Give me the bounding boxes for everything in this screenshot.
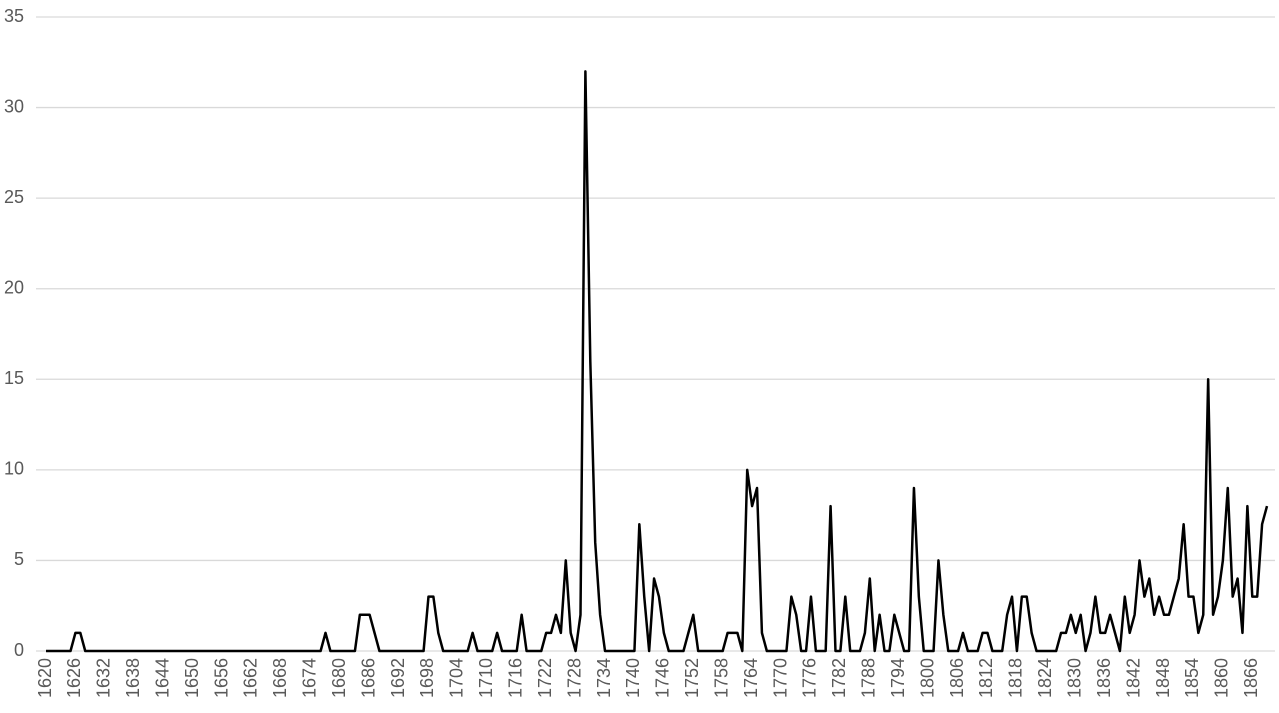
x-tick-label: 1686 — [358, 658, 378, 698]
x-tick-label: 1776 — [800, 658, 820, 698]
x-tick-label: 1680 — [329, 658, 349, 698]
x-tick-label: 1674 — [300, 658, 320, 698]
x-tick-label: 1788 — [859, 658, 879, 698]
x-tick-label: 1704 — [447, 658, 467, 698]
y-tick-label: 0 — [14, 640, 24, 660]
data-line — [46, 70, 1269, 653]
x-tick-label: 1806 — [947, 658, 967, 698]
x-tick-label: 1698 — [417, 658, 437, 698]
x-tick-label: 1740 — [623, 658, 643, 698]
x-tick-label: 1782 — [829, 658, 849, 698]
x-tick-label: 1800 — [917, 658, 937, 698]
x-tick-label: 1758 — [711, 658, 731, 698]
x-tick-label: 1842 — [1123, 658, 1143, 698]
x-tick-label: 1770 — [770, 658, 790, 698]
x-tick-label: 1638 — [123, 658, 143, 698]
y-tick-label: 35 — [4, 6, 24, 26]
x-tick-label: 1692 — [388, 658, 408, 698]
y-tick-label: 20 — [4, 277, 24, 297]
x-tick-label: 1656 — [211, 658, 231, 698]
x-tick-label: 1794 — [888, 658, 908, 698]
x-tick-label: 1866 — [1241, 658, 1261, 698]
x-tick-label: 1818 — [1006, 658, 1026, 698]
x-tick-label: 1722 — [535, 658, 555, 698]
x-tick-label: 1812 — [976, 658, 996, 698]
x-tick-label: 1848 — [1153, 658, 1173, 698]
y-tick-label: 30 — [4, 96, 24, 116]
x-tick-label: 1746 — [653, 658, 673, 698]
x-tick-label: 1626 — [64, 658, 84, 698]
x-tick-label: 1854 — [1182, 658, 1202, 698]
x-tick-label: 1728 — [564, 658, 584, 698]
x-tick-label: 1632 — [94, 658, 114, 698]
x-tick-label: 1716 — [505, 658, 525, 698]
x-tick-label: 1830 — [1065, 658, 1085, 698]
x-tick-label: 1752 — [682, 658, 702, 698]
y-tick-label: 10 — [4, 459, 24, 479]
x-tick-label: 1836 — [1094, 658, 1114, 698]
x-tick-label: 1644 — [152, 658, 172, 698]
x-tick-label: 1668 — [270, 658, 290, 698]
x-tick-label: 1824 — [1035, 658, 1055, 698]
x-tick-label: 1710 — [476, 658, 496, 698]
x-tick-label: 1734 — [594, 658, 614, 698]
y-tick-label: 5 — [14, 549, 24, 569]
x-tick-label: 1764 — [741, 658, 761, 698]
x-tick-label: 1650 — [182, 658, 202, 698]
y-tick-label: 25 — [4, 187, 24, 207]
x-tick-label: 1860 — [1212, 658, 1232, 698]
y-tick-label: 15 — [4, 368, 24, 388]
x-tick-label: 1662 — [241, 658, 261, 698]
x-tick-label: 1620 — [35, 658, 55, 698]
